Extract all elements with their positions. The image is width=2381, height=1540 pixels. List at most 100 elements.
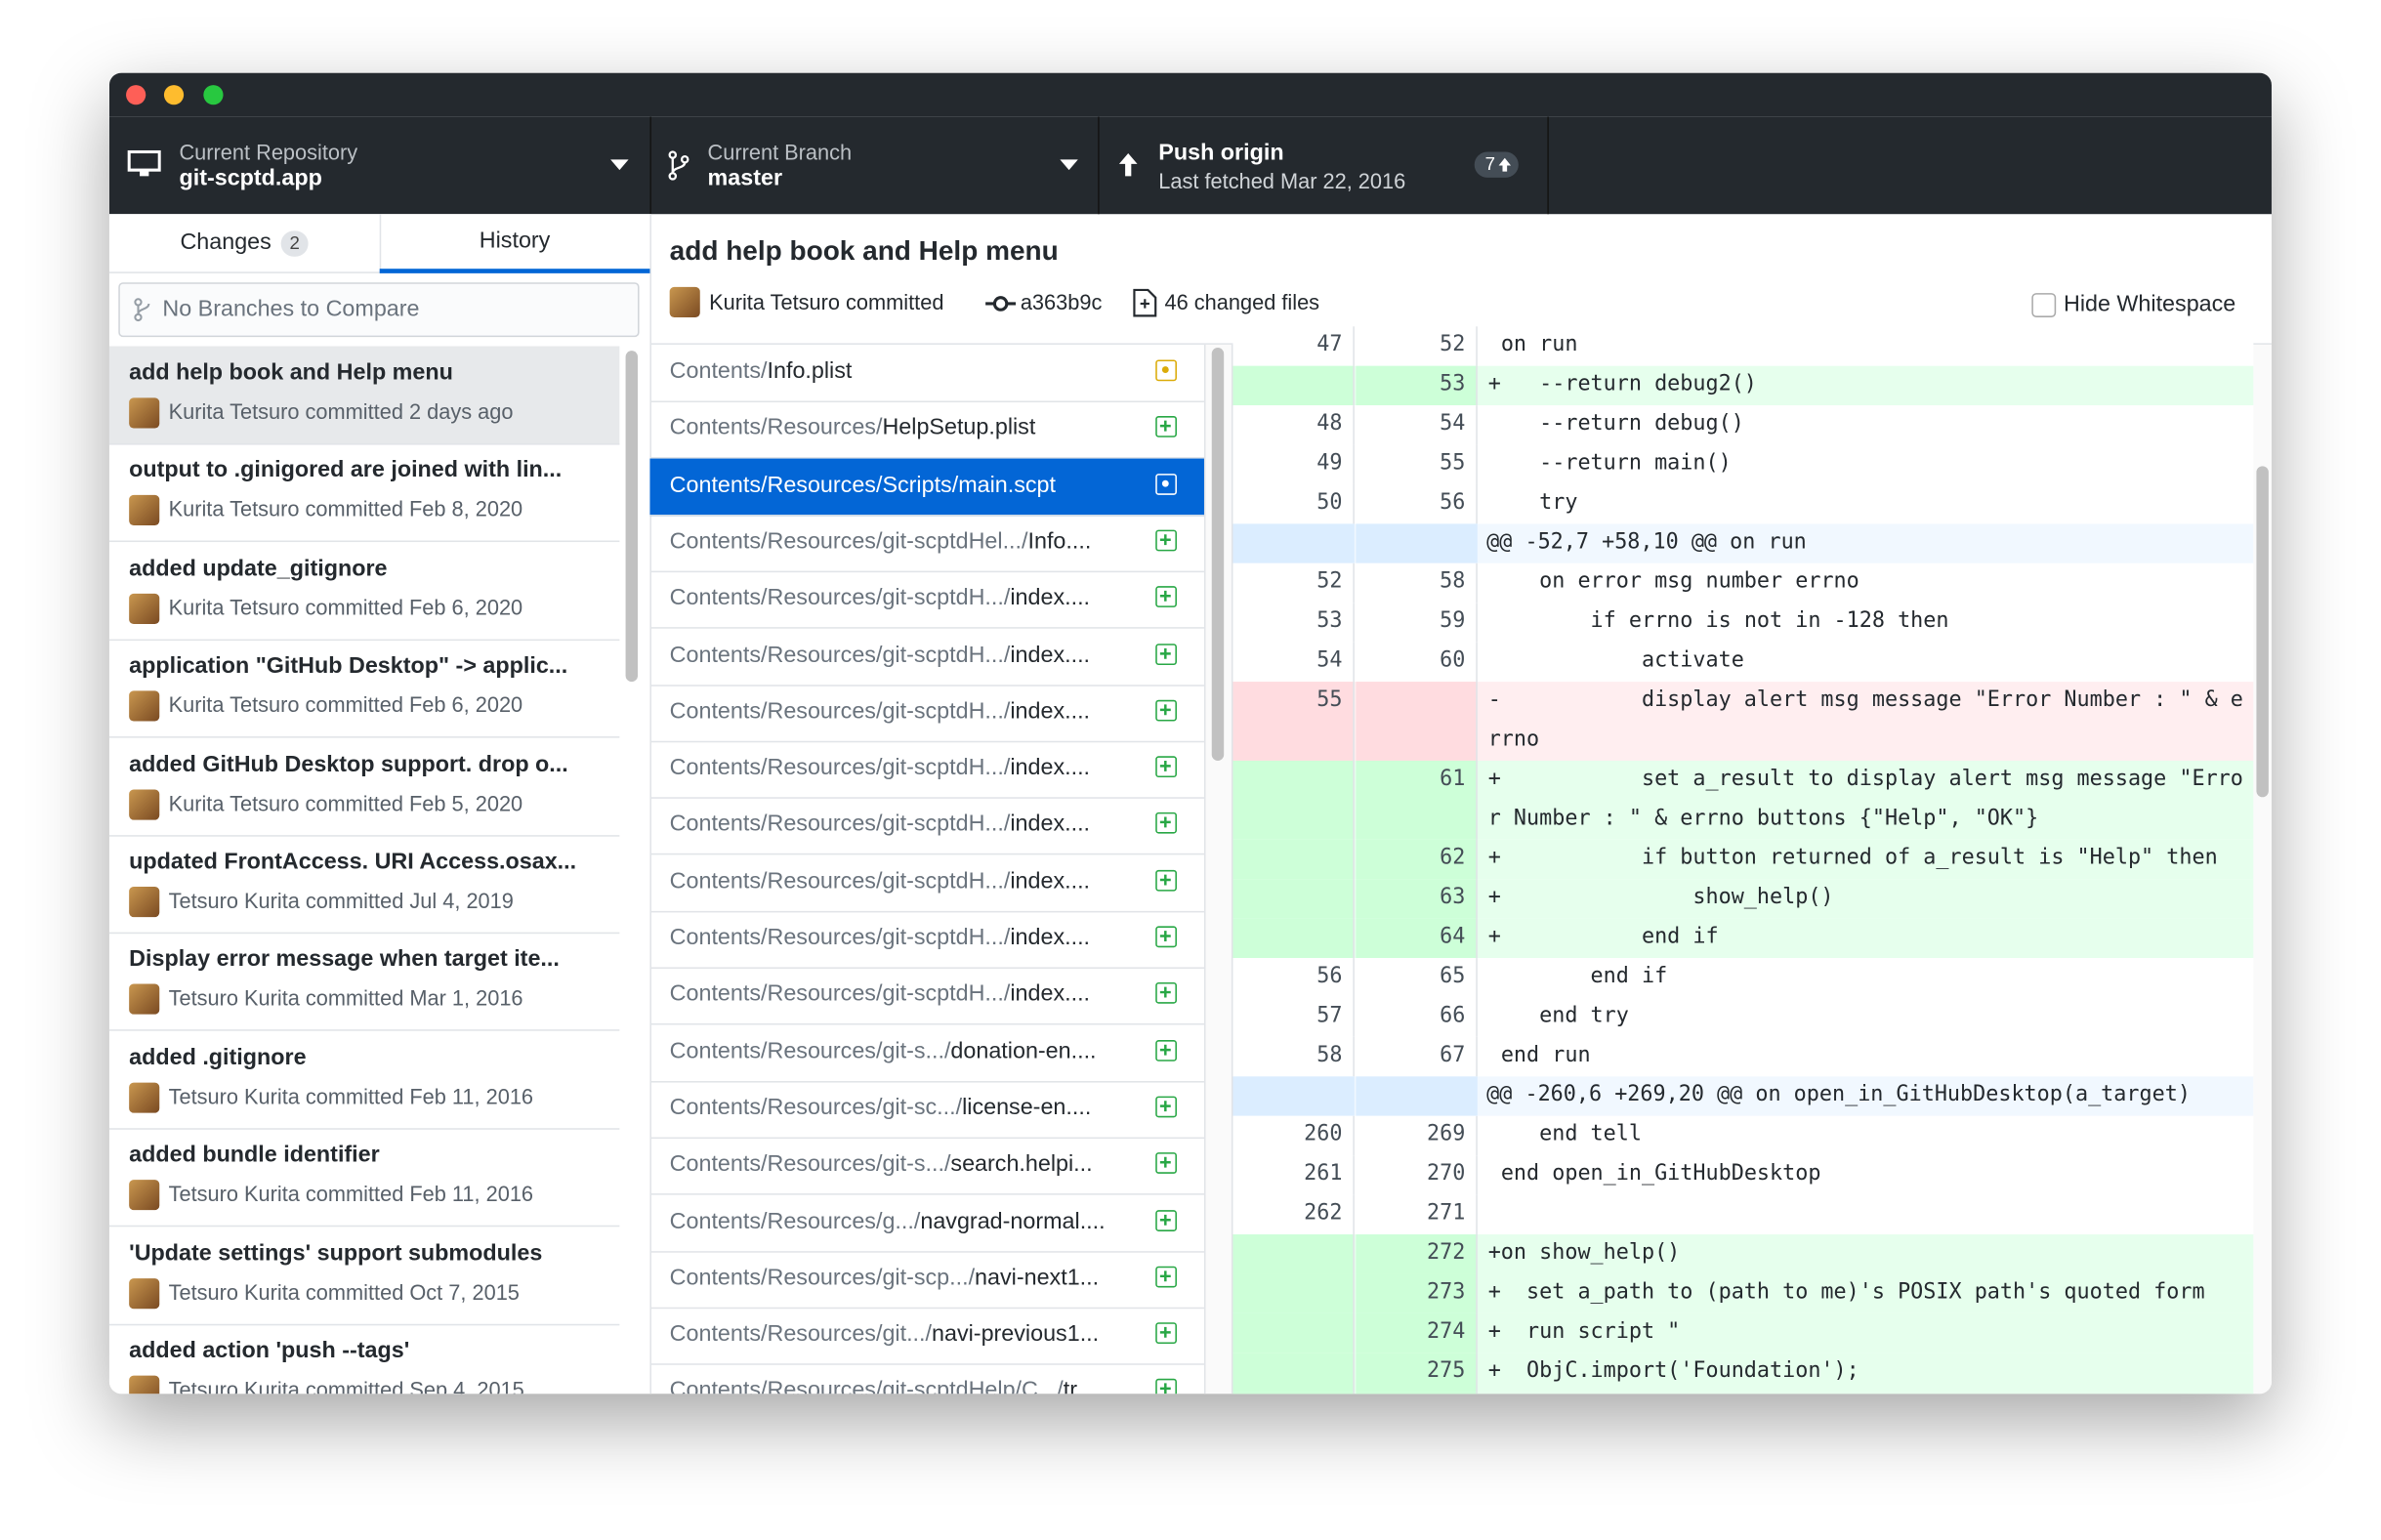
file-row[interactable]: Contents/Resources/g.../navgrad-normal..… bbox=[649, 1194, 1204, 1252]
branch-selector[interactable]: Current Branch master bbox=[649, 116, 1100, 215]
commit-title: added GitHub Desktop support. drop o... bbox=[129, 750, 568, 777]
diff-scrollbar[interactable] bbox=[2253, 344, 2272, 1394]
file-name: search.helpi... bbox=[950, 1150, 1093, 1178]
old-line-number bbox=[1232, 1076, 1355, 1116]
status-glyph bbox=[1161, 479, 1169, 486]
zoom-button[interactable] bbox=[203, 85, 224, 105]
file-dir: Contents/Resources/git.../ bbox=[669, 1320, 933, 1348]
push-button[interactable]: Push origin Last fetched Mar 22, 2016 7 bbox=[1098, 116, 1549, 215]
history-tab[interactable]: History bbox=[379, 214, 650, 273]
commit-row[interactable]: added bundle identifier Tetsuro Kurita co… bbox=[108, 1129, 620, 1228]
whitespace-label[interactable]: Hide Whitespace bbox=[2063, 291, 2236, 317]
file-row[interactable]: Contents/Resources/git-scptdH.../index..… bbox=[649, 854, 1204, 912]
file-row[interactable]: Contents/Resources/git-scptdH.../index..… bbox=[649, 628, 1204, 686]
file-dir: Contents/Resources/git-scptdHelp/C.../ bbox=[669, 1377, 1064, 1394]
file-row[interactable]: Contents/Resources/git-scptdH.../index..… bbox=[649, 968, 1204, 1025]
diff-text: @@ -52,7 +58,10 @@ on run bbox=[1486, 529, 1807, 555]
commit-meta: Tetsuro Kurita committed Mar 1, 2016 bbox=[168, 985, 523, 1011]
diff-line: 272 +on show_help() bbox=[1232, 1234, 2254, 1274]
commit-title: added update_gitignore bbox=[129, 555, 388, 582]
whitespace-checkbox[interactable] bbox=[2031, 293, 2057, 317]
diff-line: 61 + set a_result to display alert msg me… bbox=[1232, 760, 2254, 840]
title-bar bbox=[108, 72, 2272, 117]
avatar bbox=[129, 1082, 160, 1113]
new-line-number: 273 bbox=[1356, 1273, 1478, 1313]
file-row[interactable]: Contents/Resources/git-scptdH.../index..… bbox=[649, 685, 1204, 742]
commit-meta: Kurita Tetsuro committed Feb 5, 2020 bbox=[168, 790, 523, 815]
file-row[interactable]: Contents/Resources/git.../navi-previous1… bbox=[649, 1308, 1204, 1365]
file-name: main.scpt bbox=[958, 471, 1057, 498]
changes-tab[interactable]: Changes 2 bbox=[108, 214, 382, 273]
commit-row[interactable]: Display error message when target ite...… bbox=[108, 933, 620, 1032]
commit-row[interactable]: added GitHub Desktop support. drop o... K… bbox=[108, 737, 620, 837]
new-line-number: 67 bbox=[1356, 1036, 1478, 1077]
scrollbar[interactable] bbox=[625, 351, 639, 683]
new-line-number: 271 bbox=[1356, 1194, 1478, 1234]
commit-row[interactable]: added action 'push --tags' Tetsuro Kurita… bbox=[109, 1324, 619, 1394]
diff-line: 50 56 try bbox=[1232, 483, 2254, 524]
commit-meta: Tetsuro Kurita committed Oct 7, 2015 bbox=[168, 1279, 520, 1304]
minimize-button[interactable] bbox=[163, 85, 185, 105]
status-glyph bbox=[1161, 366, 1169, 374]
diff-line: 58 67 end run bbox=[1232, 1036, 2254, 1077]
scroll-thumb[interactable] bbox=[2256, 466, 2269, 798]
status-glyph bbox=[1159, 1101, 1171, 1111]
status-icon bbox=[1155, 473, 1177, 495]
file-dir: Contents/Resources/git-scptdH.../ bbox=[669, 867, 1011, 895]
compare-box[interactable]: No Branches to Compare bbox=[118, 282, 640, 338]
file-dir: Contents/Resources/ bbox=[669, 414, 883, 441]
file-name: index.... bbox=[1010, 584, 1091, 611]
status-icon bbox=[1155, 869, 1177, 892]
new-line-number: 64 bbox=[1356, 918, 1478, 958]
file-name: navgrad-normal.... bbox=[920, 1207, 1106, 1234]
diff-text: try bbox=[1487, 490, 1578, 516]
file-row[interactable]: Contents/Resources/HelpSetup.plist bbox=[649, 401, 1204, 460]
file-row[interactable]: Contents/Resources/git-scptdH.../index..… bbox=[649, 571, 1204, 629]
file-dir: Contents/Resources/git-scptdH.../ bbox=[669, 641, 1011, 668]
commit-meta: Tetsuro Kurita committed Feb 11, 2016 bbox=[168, 1083, 534, 1108]
file-row[interactable]: Contents/Resources/git-scptdH.../index..… bbox=[649, 798, 1204, 855]
file-row[interactable]: Contents/Resources/git-s.../search.helpi… bbox=[649, 1138, 1204, 1195]
close-button[interactable] bbox=[126, 85, 146, 105]
file-row[interactable]: Contents/Resources/git-s.../donation-en.… bbox=[649, 1024, 1204, 1082]
old-line-number bbox=[1232, 1353, 1355, 1393]
repository-selector[interactable]: Current Repository git-scptd.app bbox=[109, 116, 652, 215]
old-line-number: 58 bbox=[1232, 1036, 1355, 1077]
scroll-thumb[interactable] bbox=[1211, 348, 1225, 761]
file-dir: Contents/Resources/git-scptdH.../ bbox=[669, 811, 1011, 838]
diff-text: + end if bbox=[1487, 924, 1719, 949]
old-line-number bbox=[1232, 1392, 1355, 1394]
commit-meta: Tetsuro Kurita committed Jul 4, 2019 bbox=[168, 888, 514, 913]
file-row[interactable]: Contents/Resources/git-scptdH.../index..… bbox=[649, 911, 1204, 969]
status-glyph bbox=[1159, 534, 1171, 546]
file-row[interactable]: Contents/Resources/git-scp.../navi-next1… bbox=[649, 1251, 1204, 1309]
old-line-number bbox=[1232, 365, 1355, 405]
old-line-number: 50 bbox=[1232, 483, 1355, 524]
commit-row[interactable]: added update_gitignore Kurita Tetsuro com… bbox=[108, 542, 620, 641]
commit-row[interactable]: updated FrontAccess. URI Access.osax... T… bbox=[108, 835, 620, 935]
commit-title: add help book and Help menu bbox=[669, 234, 1059, 267]
status-icon bbox=[1155, 926, 1177, 948]
file-name: donation-en.... bbox=[950, 1037, 1097, 1064]
files-scrollbar[interactable] bbox=[1203, 344, 1233, 1394]
file-row[interactable]: Contents/Resources/git-scptdHelp/C.../tr… bbox=[649, 1364, 1204, 1394]
up-arrow bbox=[1498, 157, 1511, 172]
file-name: index.... bbox=[1010, 924, 1091, 951]
avatar bbox=[129, 593, 160, 624]
diff-line: 52 58 on error msg number errno bbox=[1232, 562, 2254, 603]
commit-row[interactable]: 'Update settings' support submodules Tets… bbox=[108, 1227, 620, 1325]
file-row[interactable]: Contents/Resources/Scripts/main.scpt bbox=[649, 457, 1204, 517]
new-line-number: 61 bbox=[1356, 760, 1478, 840]
file-row[interactable]: Contents/Resources/git-sc.../license-en.… bbox=[649, 1081, 1204, 1139]
avatar bbox=[129, 1375, 160, 1394]
file-row[interactable]: Contents/Info.plist bbox=[649, 345, 1204, 403]
file-dir: Contents/Resources/git-scptdH.../ bbox=[669, 754, 1011, 781]
commit-row[interactable]: add help book and Help menu Kurita Tetsur… bbox=[108, 346, 620, 445]
commit-meta: Kurita Tetsuro committed Feb 8, 2020 bbox=[168, 497, 523, 521]
file-row[interactable]: Contents/Resources/git-scptdH.../index..… bbox=[649, 741, 1204, 799]
commit-row[interactable]: application "GitHub Desktop" -> applic..… bbox=[108, 640, 620, 738]
count: 7 bbox=[1484, 153, 1495, 175]
commit-row[interactable]: added .gitignore Tetsuro Kurita committed… bbox=[108, 1030, 620, 1130]
commit-row[interactable]: output to .ginigored are joined with lin… bbox=[108, 444, 620, 543]
file-row[interactable]: Contents/Resources/git-scptdHel.../Info.… bbox=[649, 515, 1204, 572]
